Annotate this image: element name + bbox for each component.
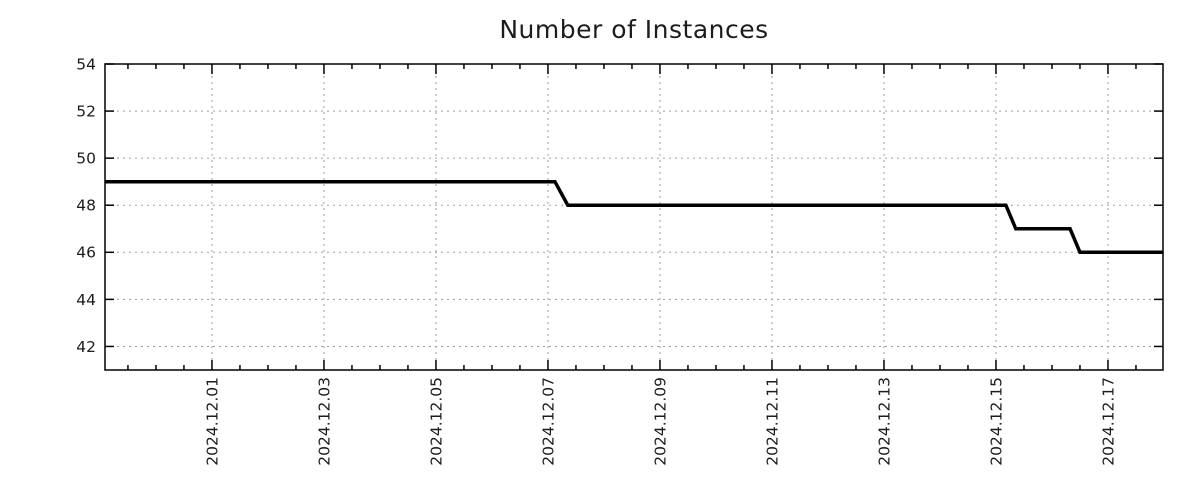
x-tick-label: 2024.12.11 [763,377,781,466]
x-tick-label: 2024.12.03 [315,377,333,466]
y-tick-label: 52 [76,103,96,121]
axis-ticks [105,63,1163,370]
x-tick-label: 2024.12.17 [1099,377,1117,466]
y-tick-label: 42 [76,338,96,356]
x-tick-label: 2024.12.15 [987,377,1005,466]
y-tick-label: 50 [76,150,96,168]
x-tick-label: 2024.12.13 [875,377,893,466]
y-tick-labels: 42 44 46 48 50 52 54 [76,55,96,355]
y-tick-label: 46 [76,244,96,262]
x-tick-label: 2024.12.01 [203,377,221,466]
chart-title: Number of Instances [499,15,769,44]
x-tick-labels: 2024.12.01 2024.12.03 2024.12.05 2024.12.07… [203,377,1117,466]
gridlines [105,63,1163,370]
x-tick-label: 2024.12.07 [539,377,557,466]
data-series [105,179,1163,255]
x-tick-label: 2024.12.05 [427,377,445,466]
y-tick-label: 48 [76,197,96,215]
plot-border [104,63,1164,371]
x-tick-label: 2024.12.09 [651,377,669,466]
y-tick-label: 44 [76,291,96,309]
series-instances [105,179,1163,255]
y-tick-label: 54 [76,55,96,73]
